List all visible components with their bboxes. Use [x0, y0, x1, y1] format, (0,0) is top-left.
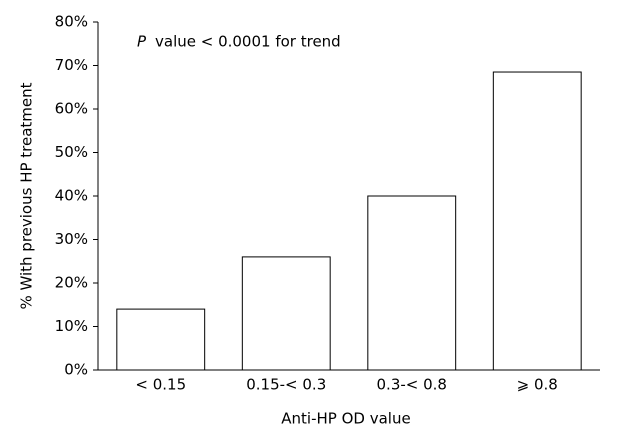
- y-axis-title: % With previous HP treatment: [18, 82, 36, 309]
- x-axis-title: Anti-HP OD value: [281, 410, 410, 428]
- annotation: value < 0.0001 for trend: [155, 33, 341, 51]
- bar: [116, 308, 206, 371]
- y-tick-label: 40%: [55, 187, 88, 205]
- bar: [492, 71, 582, 371]
- x-tick-label: ⩾ 0.8: [517, 376, 558, 394]
- x-tick-label: 0.3-< 0.8: [377, 376, 447, 394]
- bar: [367, 195, 457, 371]
- annotation-italic: P: [137, 33, 147, 51]
- y-tick-label: 80%: [55, 13, 88, 31]
- x-tick-label: 0.15-< 0.3: [246, 376, 326, 394]
- y-tick-label: 0%: [64, 361, 88, 379]
- x-tick-label: < 0.15: [135, 376, 186, 394]
- y-tick-label: 60%: [55, 100, 88, 118]
- y-tick-label: 30%: [55, 230, 88, 248]
- y-tick-label: 70%: [55, 56, 88, 74]
- y-tick-label: 10%: [55, 317, 88, 335]
- y-tick-label: 20%: [55, 274, 88, 292]
- bar: [241, 256, 331, 371]
- y-tick-label: 50%: [55, 143, 88, 161]
